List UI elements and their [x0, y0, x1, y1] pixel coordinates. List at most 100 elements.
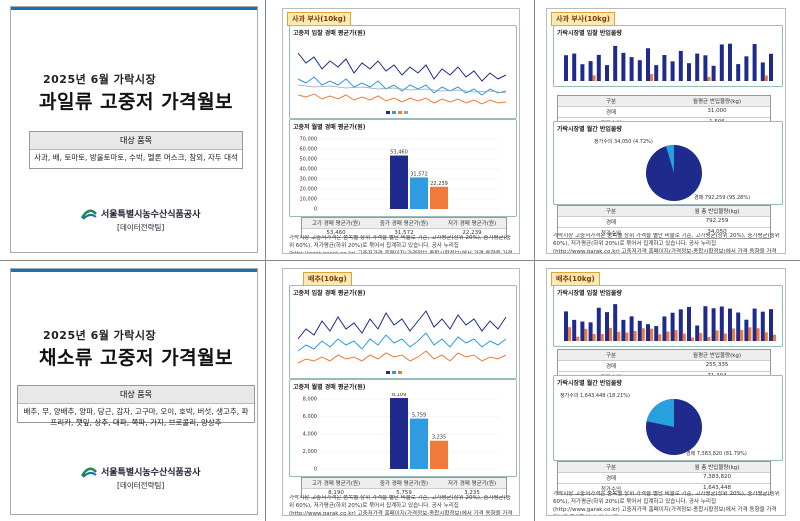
section-title: 가락시장별 입찰 반입물량: [557, 290, 622, 297]
target-items-header: 대상 품목: [18, 386, 254, 404]
org-name: 서울특별시농수산식품공사: [101, 468, 201, 478]
volume-bar: [564, 55, 568, 81]
volume-bar: [769, 53, 773, 81]
target-items-list: 사과, 배, 토마토, 방울토마토, 수박, 멜론 머스크, 참외, 자두 대석: [34, 153, 238, 162]
org-logo: 서울특별시농수산식품공사 [데이터전략팀]: [81, 465, 200, 491]
table-cell: 255,335: [705, 362, 729, 368]
table-cell: 1,643,448: [703, 485, 731, 491]
section-title: 고중저 월별 경매 평균가(원): [293, 384, 366, 391]
volume-bar: [678, 50, 683, 81]
volume-bar: [596, 54, 601, 81]
volume-bar: [687, 63, 691, 81]
volume-bar: [564, 311, 568, 341]
volume-bar: [605, 312, 609, 341]
fruit-report-cover: 2025년 6월 가락시장 과일류 고중저 가격월보 대상 품목 사과, 배, …: [10, 6, 258, 253]
org-emblem-icon: [81, 467, 97, 478]
cover-subtitle: 2025년 6월 가락시장: [43, 73, 157, 86]
table-header-cell: 중가 경매 평균가(원): [379, 481, 429, 487]
volume-bar-private: [707, 336, 711, 341]
volume-bar: [596, 307, 601, 341]
volume-bar: [711, 65, 716, 81]
volume-bar-private: [723, 333, 727, 341]
volume-bar-private: [625, 332, 629, 341]
volume-bar: [769, 309, 773, 341]
volume-bar-private: [732, 328, 735, 341]
volume-bar-private: [674, 330, 678, 341]
volume-bar-private: [764, 332, 768, 341]
volume-bar-private: [682, 333, 686, 341]
table-cell: 경매: [605, 364, 617, 370]
volume-bar-section: 가락시장별 입찰 반입물량: [553, 285, 783, 347]
volume-bar: [613, 45, 618, 81]
bar-value-label: 3,235: [432, 435, 446, 441]
table-cell: 경매: [605, 220, 617, 226]
line-chart-section: 고중저 입찰 경매 평균가(원): [289, 285, 517, 379]
table-header-cell: 월평균 반입물량(kg): [692, 99, 742, 105]
y-tick-label: 20,000: [300, 187, 318, 193]
volume-bar-private: [748, 327, 752, 341]
volume-bar: [744, 319, 749, 341]
volume-bar-private: [609, 327, 612, 341]
volume-bar-private: [658, 334, 662, 341]
mid-price-line: [297, 332, 507, 352]
bar-value-label: 5,759: [412, 413, 426, 419]
table-cell: 31,572: [394, 230, 414, 236]
note-text: 가락시장 고중저가격은 품목별 상위 가격을 별단 비율로 기준, 고가평균(상…: [553, 491, 780, 515]
volume-bar: [760, 311, 765, 341]
volume-bar: [613, 304, 618, 341]
volume-bar: [572, 53, 577, 81]
chart-legend: [386, 371, 402, 374]
table-cell: 7,383,820: [703, 474, 731, 480]
dept-name: [데이터전략팀]: [117, 223, 165, 232]
low-price-line: [297, 93, 507, 105]
page-title: 배추(10kg): [303, 272, 352, 286]
volume-bar: [670, 312, 675, 341]
exp-price-line: [297, 84, 507, 94]
table-row: 정가수의 34,050: [558, 228, 770, 238]
table-header-cell: 구분: [605, 99, 617, 105]
volume-bar-private: [617, 331, 621, 341]
volume-bar-private: [650, 74, 653, 81]
volume-bar: [637, 60, 642, 81]
table-row: 정가수의 1,643,448: [558, 484, 770, 494]
table-cell: 8,190: [328, 490, 344, 496]
table-row: 8,190 5,759 3,235: [302, 489, 506, 497]
y-tick-label: 10,000: [300, 197, 318, 203]
note-text: 가락시장 고중저가격은 품목별 상위 가격을 별단 비율로 기준, 고가평균(상…: [289, 235, 513, 253]
volume-bar: [646, 324, 650, 341]
pie-label-auction: 경매 792,259 (95.28%): [694, 194, 750, 201]
volume-bar: [654, 326, 659, 341]
price-trend-line-chart: [297, 310, 507, 374]
table-cell: 792,259: [705, 218, 729, 224]
table-header-cell: 월평균 반입물량(kg): [692, 353, 742, 359]
volume-bar: [662, 316, 667, 341]
volume-bar: [629, 57, 634, 81]
section-title: 가락시장별 입찰 반입물량: [557, 30, 622, 37]
bar: [430, 440, 448, 469]
y-tick-label: 60,000: [300, 147, 318, 153]
pie-slice-private: [646, 399, 674, 427]
section-title: 고중저 입찰 경매 평균가(원): [293, 30, 366, 37]
low-price-line: [297, 350, 507, 364]
bar: [390, 398, 408, 469]
table-cell: 정가수의: [600, 231, 622, 237]
volume-bar-private: [740, 329, 744, 341]
volume-bar-private: [764, 75, 768, 81]
volume-bar: [588, 61, 593, 81]
table-cell: 3,235: [464, 490, 480, 496]
org-logo: 서울특별시농수산식품공사 [데이터전략팀]: [81, 207, 200, 233]
volume-bar-private: [650, 328, 653, 341]
price-trend-line-chart: [297, 52, 507, 114]
bar: [410, 177, 428, 209]
volume-bar: [670, 61, 675, 81]
volume-bar: [588, 322, 593, 341]
volume-bar: [695, 53, 700, 81]
high-price-line: [297, 52, 507, 82]
table-header-cell: 저가 경매 평균가(원): [447, 481, 497, 487]
bar-chart-section: 고중저 월별 경매 평균가(원) 8,000 6,000 4,000 2,000 0 8,…: [289, 379, 517, 477]
bar: [410, 418, 428, 469]
y-tick-label: 70,000: [300, 137, 318, 143]
bar-value-label: 31,572: [410, 171, 428, 177]
page-title: 배추(10kg): [551, 272, 600, 286]
volume-bar: [736, 312, 741, 341]
